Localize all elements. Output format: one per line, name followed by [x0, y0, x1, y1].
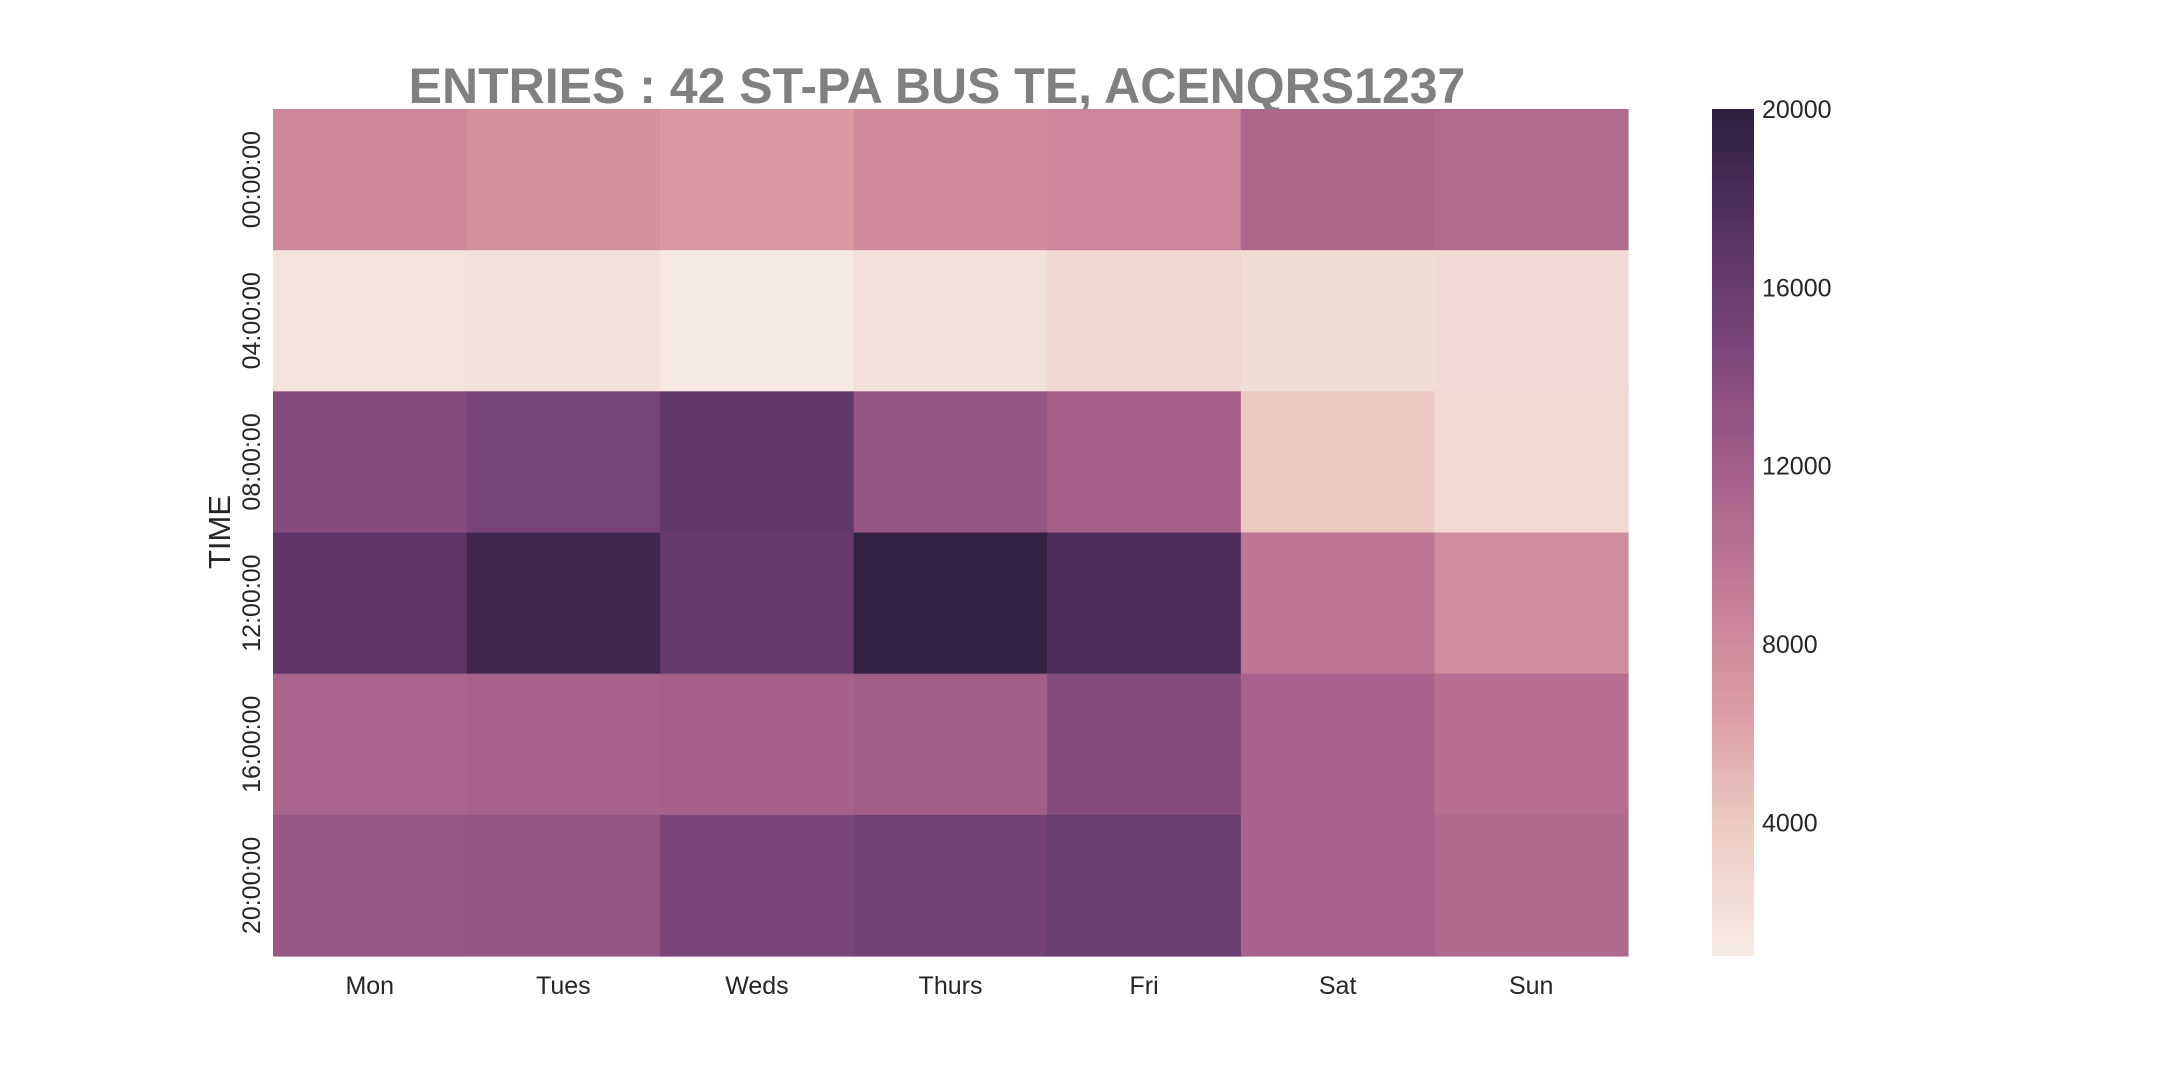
heatmap-cell: [1240, 814, 1436, 957]
y-tick-label: 20:00:00: [238, 837, 266, 934]
heatmap-cell: [1047, 673, 1242, 816]
heatmap-cell: [1047, 814, 1242, 957]
y-tick-labels: 00:00:00 04:00:00 08:00:00 12:00:00 16:00:00…: [238, 131, 266, 934]
colorbar-tick-label: 8000: [1762, 631, 1818, 659]
x-tick-label: Mon: [345, 972, 394, 1000]
heatmap-cell: [466, 532, 661, 675]
y-tick-label: 04:00:00: [238, 272, 266, 369]
heatmap-cell: [853, 532, 1048, 675]
heatmap-cell: [1434, 673, 1629, 816]
heatmap-cell: [853, 814, 1048, 957]
heatmap-cell: [466, 391, 661, 534]
colorbar-tick-label: 20000: [1762, 96, 1832, 124]
y-tick-label: 08:00:00: [238, 413, 266, 510]
heatmap-cell: [1434, 814, 1629, 957]
heatmap-cell: [1240, 673, 1436, 816]
heatmap-cell: [660, 250, 855, 392]
x-tick-label: Tues: [536, 972, 591, 1000]
heatmap-cell: [1434, 250, 1629, 392]
heatmap-cell: [273, 391, 468, 534]
heatmap-cell: [660, 532, 855, 675]
y-tick-label: 16:00:00: [238, 696, 266, 793]
heatmap-cell: [466, 250, 661, 392]
heatmap-cell: [1047, 250, 1242, 392]
heatmap-cell: [466, 673, 661, 816]
heatmap-cells: [273, 109, 1629, 957]
heatmap-cell: [466, 814, 661, 957]
y-tick-label: 00:00:00: [238, 131, 266, 228]
heatmap-cell: [1240, 109, 1436, 251]
heatmap-cell: [1240, 532, 1436, 675]
heatmap-cell: [1434, 109, 1629, 251]
heatmap-cell: [1240, 391, 1436, 534]
heatmap-cell: [660, 391, 855, 534]
heatmap-cell: [853, 250, 1048, 392]
heatmap-cell: [273, 532, 468, 675]
colorbar: [1712, 109, 1754, 956]
heatmap-cell: [1047, 532, 1242, 675]
colorbar-tick-label: 4000: [1762, 809, 1818, 837]
heatmap-cell: [273, 109, 468, 251]
heatmap-cell: [1434, 391, 1629, 534]
heatmap-cell: [853, 673, 1048, 816]
y-axis-label: TIME: [202, 495, 237, 569]
heatmap-cell: [1047, 109, 1242, 251]
x-tick-label: Thurs: [919, 972, 983, 1000]
chart-title: ENTRIES : 42 ST-PA BUS TE, ACENQRS1237: [409, 58, 1466, 114]
x-tick-label: Weds: [725, 972, 788, 1000]
heatmap-cell: [660, 814, 855, 957]
heatmap-cell: [660, 673, 855, 816]
y-tick-label: 12:00:00: [238, 554, 266, 651]
heatmap-cell: [853, 109, 1048, 251]
x-tick-label: Sat: [1319, 972, 1357, 1000]
heatmap-cell: [273, 250, 468, 392]
heatmap-cell: [1240, 250, 1436, 392]
heatmap-cell: [273, 673, 468, 816]
heatmap-cell: [466, 109, 661, 251]
colorbar-tick-labels: 4000 8000 12000 16000 20000: [1762, 96, 1832, 837]
x-tick-labels: Mon Tues Weds Thurs Fri Sat Sun: [345, 972, 1553, 1000]
colorbar-tick-label: 16000: [1762, 274, 1832, 302]
heatmap-cell: [660, 109, 855, 251]
heatmap-cell: [1047, 391, 1242, 534]
x-tick-label: Sun: [1509, 972, 1553, 1000]
heatmap-cell: [1434, 532, 1629, 675]
heatmap-cell: [273, 814, 468, 957]
heatmap-cell: [853, 391, 1048, 534]
colorbar-tick-label: 12000: [1762, 453, 1832, 481]
x-tick-label: Fri: [1129, 972, 1158, 1000]
